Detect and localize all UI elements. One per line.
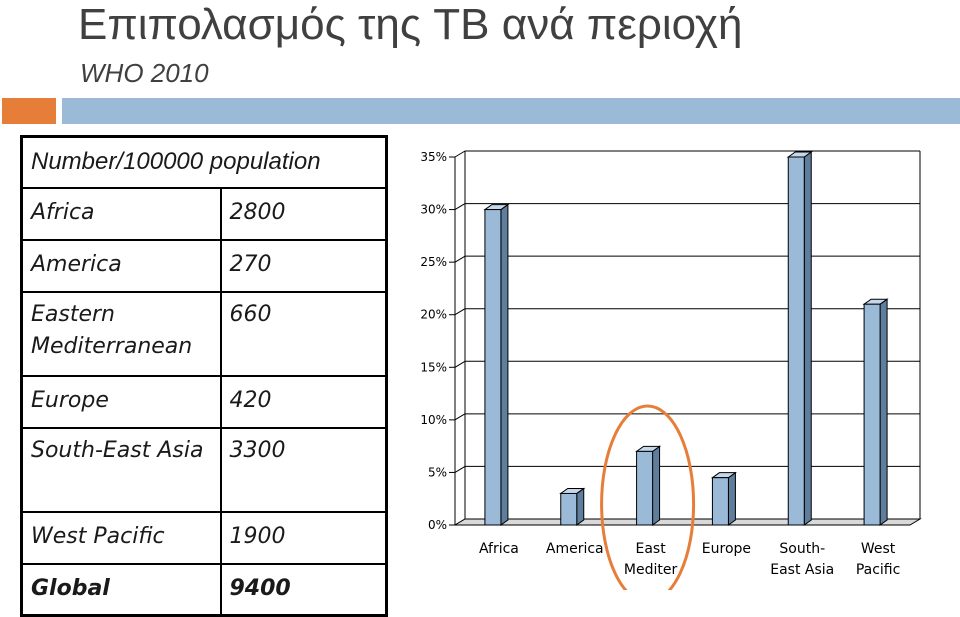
bar-side bbox=[652, 445, 661, 526]
value-cell: 660 bbox=[219, 290, 388, 377]
gridline-depth bbox=[454, 308, 466, 316]
table-row: West Pacific 1900 bbox=[20, 510, 388, 565]
x-tick-label: Mediter bbox=[624, 562, 678, 578]
x-tick-label: East bbox=[635, 541, 666, 557]
gridline-depth bbox=[454, 255, 466, 263]
x-tick-label: Africa bbox=[479, 541, 519, 557]
slide-title: Επιπολασμός της TB ανά περιοχή bbox=[78, 0, 743, 49]
x-tick-label: America bbox=[546, 541, 604, 557]
y-tick-label: 10% bbox=[420, 413, 447, 427]
bar bbox=[484, 209, 502, 526]
table-row: America 270 bbox=[20, 238, 388, 293]
gridline-depth bbox=[454, 465, 466, 473]
bar-side bbox=[576, 487, 585, 526]
value-cell: 2800 bbox=[219, 186, 388, 241]
table-header-row: Number/100000 population bbox=[20, 135, 388, 189]
slide-subtitle: WHO 2010 bbox=[80, 58, 209, 88]
bar bbox=[560, 492, 578, 526]
value-cell: 1900 bbox=[219, 510, 388, 565]
region-cell: Eastern Mediterranean bbox=[20, 290, 222, 377]
x-tick-label: Europe bbox=[702, 541, 751, 557]
region-cell: Africa bbox=[20, 186, 222, 241]
x-tick-label: West bbox=[861, 541, 896, 557]
gridline-depth bbox=[454, 360, 466, 368]
bar-side bbox=[500, 203, 509, 526]
table-row: Eastern Mediterranean 660 bbox=[20, 290, 388, 377]
x-tick-label: South- bbox=[779, 541, 825, 557]
bar bbox=[711, 477, 729, 526]
bar-chart: 0% 5% 10% 15% 20% 25% 30% 35% Africa America East M… bbox=[420, 150, 922, 590]
y-tick-label: 5% bbox=[428, 465, 447, 479]
table-header: Number/100000 population bbox=[20, 135, 388, 189]
table-row: Africa 2800 bbox=[20, 186, 388, 241]
value-cell: 9400 bbox=[219, 562, 388, 617]
region-cell: Europe bbox=[20, 374, 222, 429]
value-cell: 420 bbox=[219, 374, 388, 429]
x-tick-label: Pacific bbox=[856, 562, 901, 578]
highlight-ellipse bbox=[600, 404, 696, 590]
table-row: South-East Asia 3300 bbox=[20, 426, 388, 513]
x-tick-label: East Asia bbox=[770, 562, 834, 578]
bar-side bbox=[803, 151, 812, 526]
y-tick-label: 30% bbox=[420, 203, 447, 217]
chart-floor bbox=[453, 518, 922, 526]
region-cell: West Pacific bbox=[20, 510, 222, 565]
bar bbox=[787, 156, 805, 526]
accent-bar bbox=[62, 98, 960, 124]
region-cell: Global bbox=[20, 562, 222, 617]
value-cell: 270 bbox=[219, 238, 388, 293]
y-tick-label: 25% bbox=[420, 255, 447, 269]
table-row-global: Global 9400 bbox=[20, 562, 388, 617]
bar bbox=[636, 450, 654, 526]
gridline-depth bbox=[454, 413, 466, 421]
y-tick-label: 20% bbox=[420, 308, 447, 322]
bar-side bbox=[727, 471, 736, 526]
data-table: Number/100000 population Africa 2800 Ame… bbox=[20, 135, 388, 617]
region-cell: America bbox=[20, 238, 222, 293]
y-tick-label: 35% bbox=[420, 150, 447, 164]
gridline-depth bbox=[454, 150, 466, 158]
value-cell: 3300 bbox=[219, 426, 388, 513]
region-cell: South-East Asia bbox=[20, 426, 222, 513]
gridline-depth bbox=[454, 203, 466, 211]
y-tick-label: 15% bbox=[420, 360, 447, 374]
bar bbox=[863, 303, 881, 526]
y-tick-label: 0% bbox=[428, 518, 447, 532]
table-row: Europe 420 bbox=[20, 374, 388, 429]
accent-square bbox=[2, 98, 56, 124]
bar-side bbox=[879, 298, 888, 526]
